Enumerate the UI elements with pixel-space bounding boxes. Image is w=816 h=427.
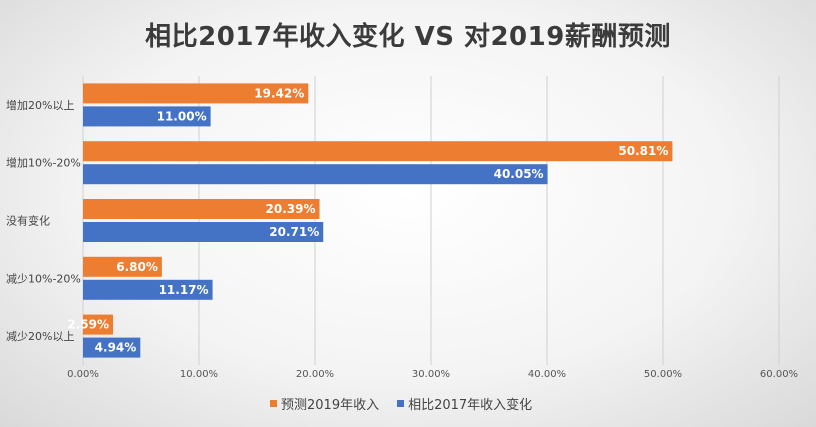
category-label: 没有变化 xyxy=(6,214,50,228)
legend-label-forecast: 预测2019年收入 xyxy=(281,397,380,413)
x-tick-label: 60.00% xyxy=(760,369,798,380)
bar xyxy=(83,164,548,185)
x-tick-label: 10.00% xyxy=(180,369,218,380)
legend-swatch-change xyxy=(397,399,405,407)
bar-value-label: 4.94% xyxy=(95,341,137,355)
legend-label-change: 相比2017年收入变化 xyxy=(408,397,533,413)
bar xyxy=(83,199,320,219)
bar xyxy=(83,222,324,242)
bar-value-label: 2.59% xyxy=(67,318,109,332)
bar-value-label: 50.81% xyxy=(618,144,668,158)
bar xyxy=(83,83,309,104)
x-tick-label: 0.00% xyxy=(67,369,99,380)
bar xyxy=(83,337,141,358)
bar xyxy=(83,141,673,162)
bar xyxy=(83,256,162,277)
chart-title: 相比2017年收入变化 VS 对2019薪酬预测 xyxy=(145,22,671,52)
x-tick-label: 20.00% xyxy=(296,369,334,380)
bar xyxy=(83,279,213,300)
bar xyxy=(83,106,211,127)
bar-value-label: 20.71% xyxy=(269,225,319,239)
bar-value-label: 11.17% xyxy=(159,283,209,297)
bar xyxy=(83,314,114,335)
bar-value-label: 20.39% xyxy=(266,202,316,216)
legend-swatch-forecast xyxy=(270,399,277,407)
x-tick-label: 50.00% xyxy=(644,369,682,380)
chart-legend: 预测2019年收入 相比2017年收入变化 xyxy=(270,391,570,415)
x-tick-label: 30.00% xyxy=(412,369,450,380)
legend-item-change: 相比2017年收入变化 xyxy=(397,394,532,413)
category-label: 增加20%以上 xyxy=(6,98,74,112)
bar-value-label: 40.05% xyxy=(494,167,544,181)
x-tick-label: 40.00% xyxy=(528,369,566,380)
bar-value-label: 6.80% xyxy=(116,260,158,274)
bar-value-label: 11.00% xyxy=(157,109,207,123)
category-label: 减少20%以上 xyxy=(6,330,74,343)
legend-item-forecast: 预测2019年收入 xyxy=(270,394,379,413)
category-label: 增加10%-20% xyxy=(6,156,81,170)
category-label: 减少10%-20% xyxy=(6,272,81,285)
bar-value-label: 19.42% xyxy=(254,86,304,100)
